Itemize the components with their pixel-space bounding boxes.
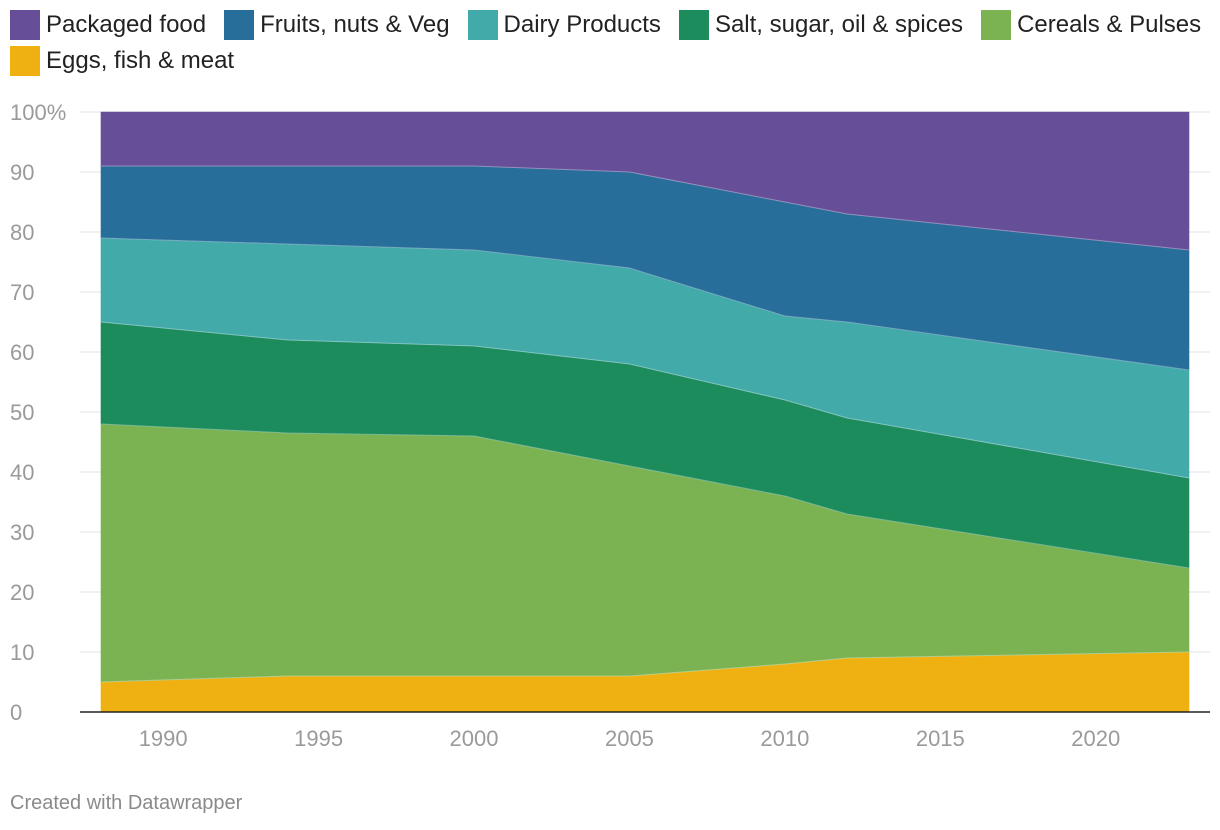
y-tick-label: 30	[10, 520, 34, 545]
x-tick-label: 1990	[139, 726, 188, 751]
legend-swatch	[678, 10, 709, 40]
legend-label: Dairy Products	[503, 11, 661, 38]
legend-item-salt-sugar-oil-and-spices: Salt, sugar, oil & spices	[678, 10, 964, 40]
legend-item-cereals-and-pulses: Cereals & Pulses	[981, 10, 1201, 40]
area-packaged-food	[100, 111, 1190, 251]
axes: 0 10 20 30 40 50 60 70 80 90 100% 1990 1995 2000 2005 2…	[10, 100, 1210, 751]
y-tick-label: 0	[10, 700, 22, 725]
x-tick-label: 2005	[605, 726, 654, 751]
chart-legend: Packaged food Fruits, nuts & Veg Dairy Pro…	[10, 10, 1210, 76]
y-tick-label: 90	[10, 160, 34, 185]
y-tick-label: 60	[10, 340, 34, 365]
boundary-cereals-and-pulses	[100, 423, 1190, 569]
stacked-area-chart: 0 10 20 30 40 50 60 70 80 90 100% 1990 1995 2000 2005 2…	[10, 100, 1210, 751]
boundary-salt-sugar-oil-and-spices	[100, 321, 1190, 479]
footer-credit: Created with Datawrapper	[10, 792, 243, 814]
boundary-dairy-products	[100, 237, 1190, 371]
y-tick-label: 80	[10, 220, 34, 245]
legend-label: Salt, sugar, oil & spices	[714, 11, 964, 38]
y-tick-label: 50	[10, 400, 34, 425]
x-tick-label: 2010	[760, 726, 809, 751]
legend-swatch	[981, 10, 1012, 40]
legend-swatch	[10, 10, 40, 40]
legend-item-eggs-fish-and-meat: Eggs, fish & meat	[10, 46, 234, 76]
legend-swatch	[10, 46, 40, 76]
y-tick-label: 100%	[10, 100, 66, 125]
legend-item-packaged-food: Packaged food	[10, 10, 206, 40]
boundary-fruits-nuts-and-veg	[101, 165, 1190, 251]
y-tick-label: 10	[10, 640, 34, 665]
legend-swatch	[224, 10, 255, 40]
y-tick-label: 20	[10, 580, 34, 605]
x-tick-label: 2020	[1071, 726, 1120, 751]
legend-swatch	[467, 10, 498, 40]
x-tick-label: 1995	[294, 726, 343, 751]
legend-label: Cereals & Pulses	[1017, 11, 1202, 38]
legend-label: Eggs, fish & meat	[46, 47, 235, 74]
legend-item-fruits-nuts-and-veg: Fruits, nuts & Veg	[224, 10, 450, 40]
legend-item-dairy-products: Dairy Products	[467, 10, 661, 40]
y-tick-label: 70	[10, 280, 34, 305]
legend-label: Packaged food	[46, 11, 207, 38]
boundary-eggs-fish-and-meat	[100, 651, 1190, 683]
legend-label: Fruits, nuts & Veg	[260, 11, 450, 38]
x-tick-label: 2015	[916, 726, 965, 751]
area-series	[100, 111, 1190, 713]
x-tick-label: 2000	[450, 726, 499, 751]
y-tick-label: 40	[10, 460, 34, 485]
